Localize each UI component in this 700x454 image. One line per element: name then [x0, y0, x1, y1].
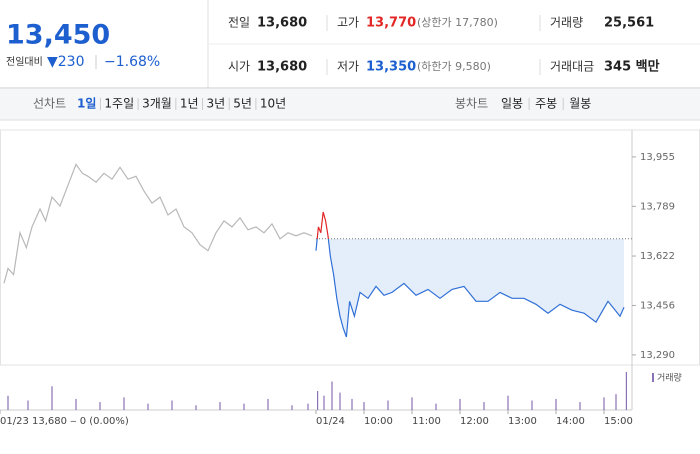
volume-bar	[387, 400, 389, 410]
volume-bar	[123, 397, 125, 410]
volume-bar	[75, 398, 77, 410]
volume-bar	[579, 402, 581, 410]
cell-note: (하한가 9,580)	[417, 59, 491, 73]
volume-bar	[459, 398, 461, 410]
volume-bar	[507, 395, 509, 410]
volume-bar	[411, 397, 413, 410]
volume-bar	[195, 405, 197, 410]
volume-bar	[625, 372, 627, 410]
volume-bar	[307, 403, 309, 410]
volume-bar	[483, 402, 485, 410]
volume-bar	[323, 395, 325, 410]
tab[interactable]: 1일	[77, 97, 96, 111]
x-tick-label: 01/23 13,680 ‒ 0 (0.00%)	[0, 416, 129, 427]
y-tick-label: 13,789	[640, 201, 675, 212]
volume-bar	[267, 398, 269, 410]
change-label: 전일대비	[6, 56, 43, 68]
price-line	[3, 163, 313, 284]
current-price: 13,450	[6, 20, 110, 51]
tab-label: 선차트	[33, 97, 66, 111]
tab[interactable]: 주봉	[535, 97, 557, 111]
volume-bar	[171, 400, 173, 410]
volume-bar	[435, 403, 437, 410]
legend-label: 거래량	[657, 372, 682, 384]
x-tick-label: 12:00	[460, 416, 489, 427]
volume-bar	[331, 381, 333, 410]
volume-bar	[603, 397, 605, 410]
volume-bar	[317, 391, 319, 410]
tab[interactable]: 1주일	[104, 97, 134, 111]
y-tick-label: 13,290	[640, 350, 675, 361]
tab-bar	[0, 89, 700, 120]
volume-bar	[243, 403, 245, 410]
volume-bar	[531, 400, 533, 410]
volume-bar	[339, 392, 341, 410]
x-tick-label: 13:00	[508, 416, 537, 427]
tab[interactable]: 5년	[233, 97, 252, 111]
cell-value: 13,680	[257, 60, 307, 75]
cell-label: 거래량	[550, 16, 583, 30]
cell-label: 거래대금	[550, 60, 594, 74]
volume-bar	[555, 398, 557, 410]
volume-bar	[27, 400, 29, 410]
x-tick-label: 14:00	[556, 416, 585, 427]
tab[interactable]: 3년	[207, 97, 226, 111]
x-tick-label: 11:00	[412, 416, 441, 427]
tab-label: 봉차트	[455, 97, 488, 111]
x-tick-label: 01/24	[316, 416, 345, 427]
volume-bar	[615, 394, 617, 410]
cell-value: 13,350	[366, 60, 416, 75]
cell-label: 시가	[228, 60, 250, 74]
cell-note: (상한가 17,780)	[417, 16, 498, 29]
change: ▼230	[47, 54, 85, 70]
volume-bar	[7, 395, 9, 410]
cell-value: 25,561	[604, 16, 654, 31]
x-tick-label: 10:00	[364, 416, 393, 427]
cell-label: 고가	[337, 16, 359, 30]
cell-value: 13,770	[366, 16, 416, 31]
price-line	[315, 211, 625, 338]
cell-value: 13,680	[257, 16, 307, 31]
tab[interactable]: 일봉	[501, 97, 523, 111]
tab[interactable]: 3개월	[142, 97, 172, 111]
y-tick-label: 13,622	[640, 251, 675, 262]
tab[interactable]: 월봉	[569, 97, 591, 111]
volume-bar	[147, 403, 149, 410]
volume-bar	[99, 402, 101, 410]
cell-value: 345 백만	[604, 59, 660, 75]
legend-swatch	[652, 373, 654, 382]
volume-bar	[219, 402, 221, 410]
volume-bar	[291, 405, 293, 410]
y-tick-label: 13,955	[640, 152, 675, 163]
x-tick-label: 15:00	[604, 416, 633, 427]
volume-bar	[363, 402, 365, 410]
tab[interactable]: 1년	[180, 97, 199, 111]
cell-label: 전일	[228, 16, 250, 30]
tab[interactable]: 10년	[260, 97, 286, 111]
y-tick-label: 13,456	[640, 300, 675, 311]
volume-bar	[51, 386, 53, 410]
volume-bar	[351, 398, 353, 410]
change-rate: −1.68%	[104, 54, 160, 70]
cell-label: 저가	[337, 60, 359, 74]
